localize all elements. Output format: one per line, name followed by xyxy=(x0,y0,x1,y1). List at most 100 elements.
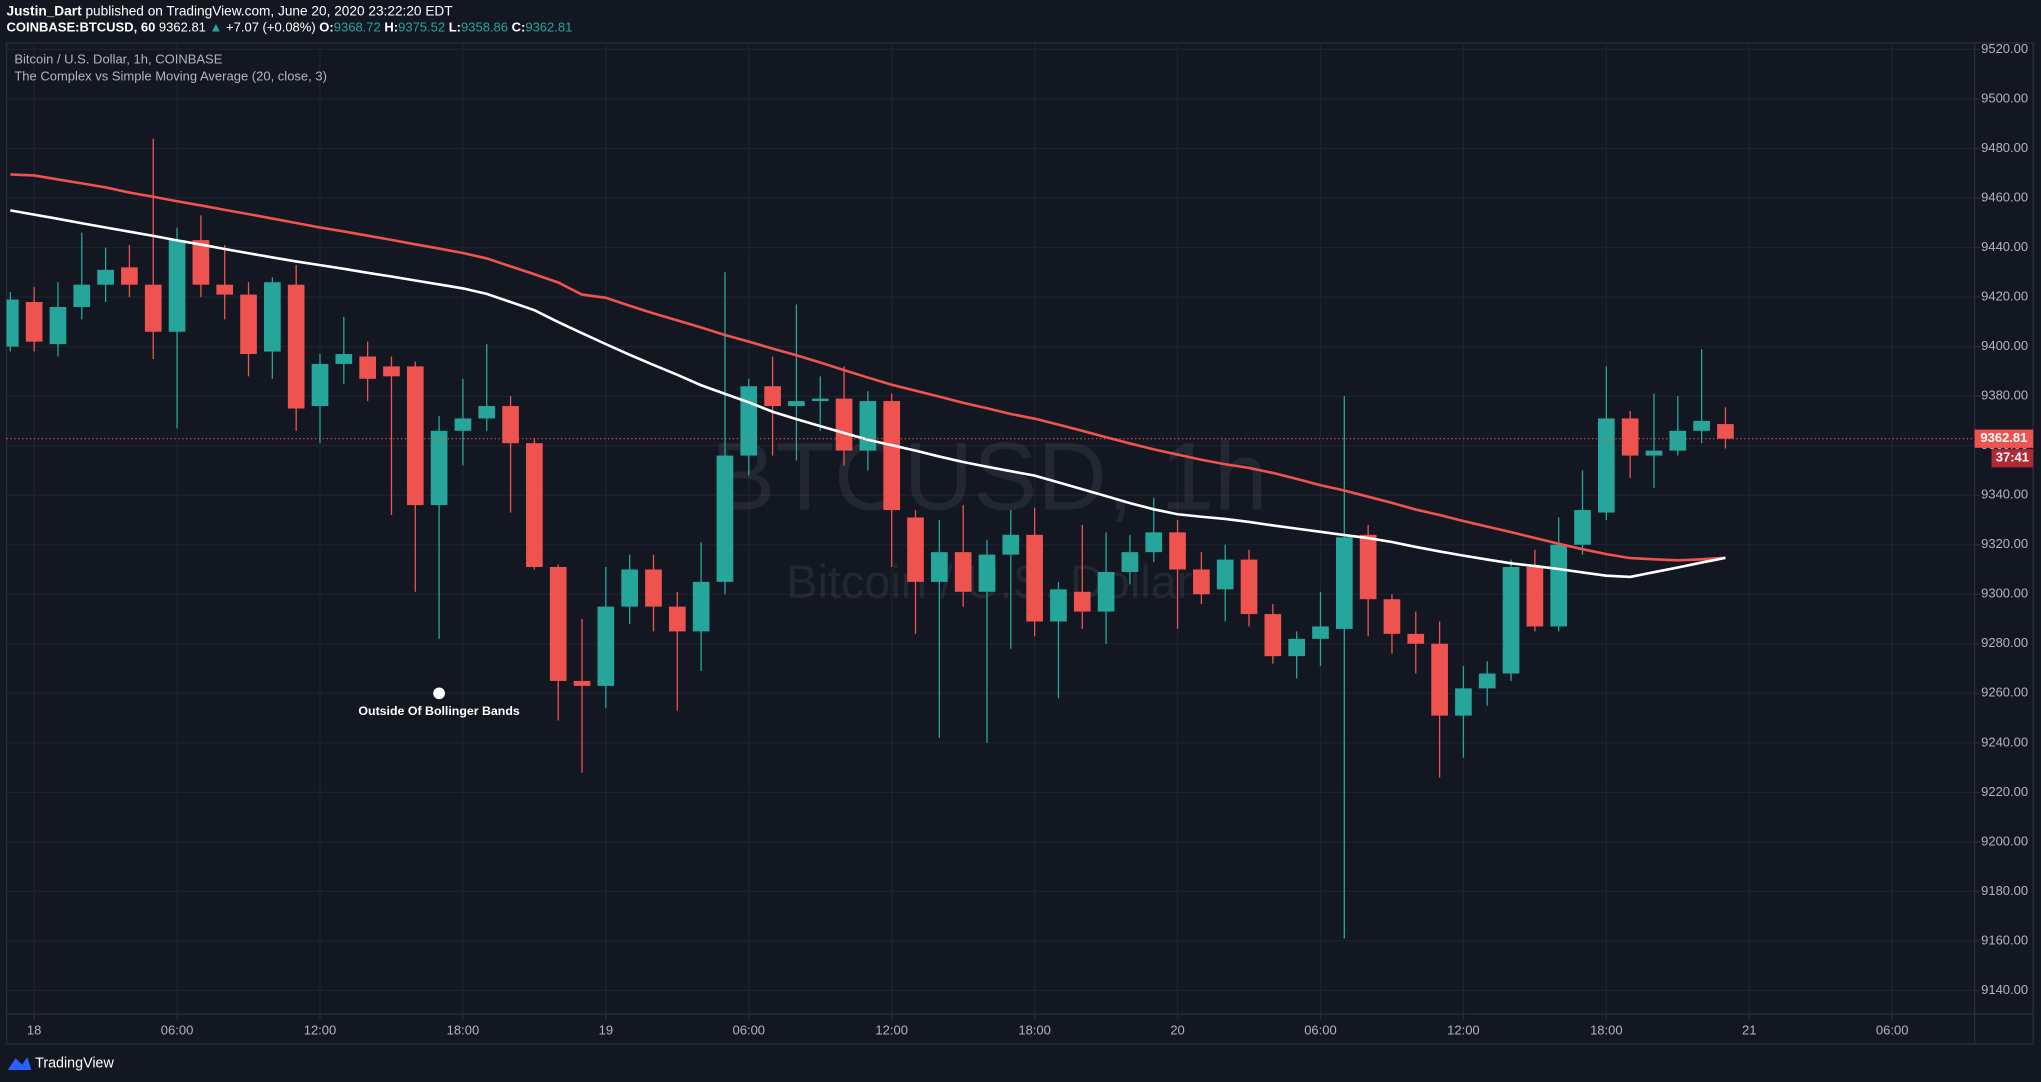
candle-body xyxy=(1050,589,1067,622)
candle-body xyxy=(716,455,734,582)
candle-body xyxy=(478,406,496,419)
y-tick-label: 9420.00 xyxy=(1981,289,2028,304)
x-tick-label: 21 xyxy=(1742,1022,1756,1037)
candle-body xyxy=(1645,450,1663,456)
price-label-box xyxy=(1974,429,2034,448)
frame xyxy=(5,42,2034,1045)
y-tick-label: 9220.00 xyxy=(1981,784,2028,799)
candle-body xyxy=(883,401,901,511)
y-tick-label: 9500.00 xyxy=(1981,90,2028,105)
y-tick-label: 9180.00 xyxy=(1981,883,2028,898)
x-tick-label: 18:00 xyxy=(1018,1022,1051,1037)
candle-body xyxy=(311,363,329,407)
candle-body xyxy=(954,552,972,592)
candle-body xyxy=(526,443,543,568)
candle-body xyxy=(764,386,781,407)
candle-body xyxy=(788,401,805,407)
candle-body xyxy=(573,680,591,686)
candle-body xyxy=(1693,420,1710,431)
candle-body xyxy=(1407,633,1425,644)
candle-body xyxy=(1574,510,1591,545)
candle-body xyxy=(1335,537,1353,629)
footer-brand: TradingView xyxy=(35,1055,114,1071)
grid xyxy=(6,42,1975,1015)
candle-body xyxy=(1383,599,1401,634)
x-tick-label: 20 xyxy=(1170,1022,1184,1037)
candle-body xyxy=(335,354,353,364)
candle-body xyxy=(73,284,91,307)
x-tick-label: 18:00 xyxy=(447,1022,480,1037)
candle-body xyxy=(1526,567,1544,627)
candle-body xyxy=(406,366,424,506)
candle-body xyxy=(1502,567,1520,674)
candle-body xyxy=(121,267,138,285)
candle-body xyxy=(1169,532,1186,570)
candle-body xyxy=(1097,571,1115,612)
candle-body xyxy=(1240,559,1258,615)
x-tick-label: 12:00 xyxy=(1447,1022,1480,1037)
candle-body xyxy=(264,282,281,352)
x-tick-label: 06:00 xyxy=(733,1022,766,1037)
plot xyxy=(6,138,1975,939)
close-label: C: xyxy=(512,20,526,35)
x-tick-label: 06:00 xyxy=(161,1022,194,1037)
change-arrow: ▲ xyxy=(210,20,223,35)
y-tick-label: 9400.00 xyxy=(1981,338,2028,353)
low-value: 9358.86 xyxy=(461,20,508,35)
y-tick-label: 9480.00 xyxy=(1981,140,2028,155)
candle-body xyxy=(144,284,162,332)
published: published on TradingView.com, June 20, 2… xyxy=(85,3,453,18)
candle-body xyxy=(359,356,376,379)
y-tick-label: 9300.00 xyxy=(1981,586,2028,601)
x-tick-label: 18 xyxy=(27,1022,41,1037)
countdown: 37:41 xyxy=(1996,450,2029,465)
price-label: 9362.81 xyxy=(1980,430,2027,445)
candle-body xyxy=(668,606,686,632)
y-tick-label: 9140.00 xyxy=(1981,982,2028,997)
candle-body xyxy=(1431,643,1448,716)
candle-body xyxy=(49,306,67,345)
y-tick-label: 9320.00 xyxy=(1981,536,2028,551)
candle-body xyxy=(1073,591,1091,612)
low-label: L: xyxy=(449,20,461,35)
x-tick-label: 19 xyxy=(599,1022,613,1037)
legend-indicator: The Complex vs Simple Moving Average (20… xyxy=(14,68,327,83)
candle-body xyxy=(192,240,210,285)
candle-body xyxy=(692,581,710,632)
candle-body xyxy=(1121,552,1139,572)
header-line: Justin_Dart published on TradingView.com… xyxy=(7,3,454,18)
candle-body xyxy=(597,606,615,686)
y-tick-label: 9340.00 xyxy=(1981,487,2028,502)
high-value: 9375.52 xyxy=(398,20,445,35)
candle-body xyxy=(383,366,400,377)
candle-body xyxy=(835,398,853,451)
candle-body xyxy=(97,269,114,285)
candle-body xyxy=(907,517,924,582)
x-tick-label: 12:00 xyxy=(875,1022,908,1037)
candle-body xyxy=(1598,418,1615,513)
symbol: COINBASE:BTCUSD, 60 xyxy=(7,20,156,35)
last-price: 9362.81 xyxy=(159,20,206,35)
x-tick-label: 18:00 xyxy=(1590,1022,1623,1037)
candle-body xyxy=(1621,418,1639,456)
change: +7.07 (+0.08%) xyxy=(226,20,316,35)
x-tick-label: 12:00 xyxy=(304,1022,337,1037)
candle-body xyxy=(859,401,877,451)
open-label: O: xyxy=(319,20,333,35)
candle-body xyxy=(1288,638,1306,657)
candle-body xyxy=(1669,430,1687,451)
y-tick-label: 9280.00 xyxy=(1981,635,2028,650)
candle-body xyxy=(1478,673,1496,689)
candle-body xyxy=(978,554,996,592)
legend-symbol: Bitcoin / U.S. Dollar, 1h, COINBASE xyxy=(14,51,222,66)
y-tick-label: 9460.00 xyxy=(1981,189,2028,204)
candle-body xyxy=(25,302,43,342)
y-tick-label: 9440.00 xyxy=(1981,239,2028,254)
candle-body xyxy=(1216,559,1234,590)
candle-body xyxy=(549,567,567,681)
candle-body xyxy=(931,552,948,582)
moving-average-line xyxy=(10,209,1726,579)
candle-body xyxy=(740,386,758,456)
